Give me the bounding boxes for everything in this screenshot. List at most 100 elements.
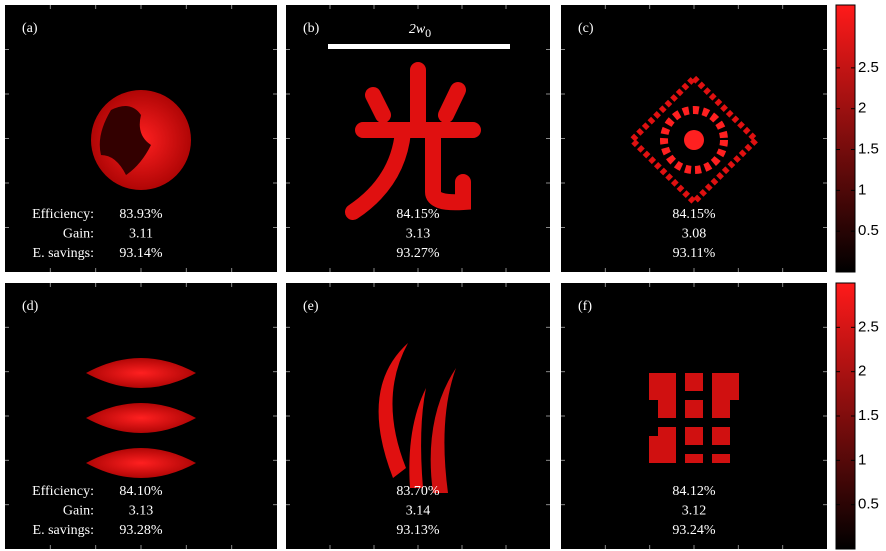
metric-value: 83.70% [396,484,440,499]
qr-cell [721,454,730,463]
qr-cell [658,436,667,445]
metric-value: 3.08 [682,227,707,242]
qr-cell [721,400,730,409]
panel-label: (a) [22,21,38,36]
qr-cell [667,454,676,463]
colorbar-tick-label: 1 [858,181,866,198]
metric-value: 93.28% [119,523,163,538]
qr-cell [721,373,730,382]
ornament-core [660,106,728,174]
metric-value: 93.13% [396,523,440,538]
continent [99,106,151,175]
qr-cell [712,382,721,391]
qr-cell [721,382,730,391]
lens [86,448,196,478]
qr-cell [649,391,658,400]
metric-value: 84.15% [672,207,716,222]
qr-cell [649,373,658,382]
lens [86,403,196,433]
metric-value: 3.13 [129,504,154,519]
panel-label: (d) [22,299,39,314]
qr-cell [649,436,658,445]
metric-value: 3.11 [129,227,153,242]
qr-cell [712,427,721,436]
scale-bar [328,44,510,49]
metric-label: Efficiency: [32,207,94,222]
panel: (a) 83.93% Efficiency: 3.11 Gain: 93.14% E. sa… [5,5,277,272]
colorbar-tick-label: 2 [858,100,866,117]
metric-value: 3.12 [682,504,707,519]
scale-bar-symbol: 2w [409,22,426,37]
metric-value: 93.27% [396,246,440,261]
qr-cell [694,382,703,391]
qr-cell [694,427,703,436]
qr-cell [667,373,676,382]
panel: (e) 83.70% 3.14 93.13% [286,283,550,549]
ornament-center [684,130,704,150]
colorbar-tick-label: 0.5 [858,222,879,239]
panel: (c) 84.15% 3.08 93.11% [561,5,827,272]
qr-cell [712,454,721,463]
qr-cell [694,436,703,445]
qr-cell [658,373,667,382]
metric-label: Gain: [63,227,94,242]
qr-cell [685,382,694,391]
qr-cell [721,391,730,400]
ornament [627,73,761,207]
metric-label: Gain: [63,504,94,519]
qr-cell [658,391,667,400]
qr-cell [658,400,667,409]
qr-cell [721,409,730,418]
qr-cell [730,382,739,391]
qr-cell [685,409,694,418]
qr-cell [649,382,658,391]
qr-cell [667,409,676,418]
metric-value: 84.12% [672,484,716,499]
qr-cell [694,454,703,463]
qr-cell [658,445,667,454]
colorbar-tick-label: 2.5 [858,318,879,335]
panel: (f) 84.12% 3.12 93.24% [561,283,827,549]
metric-value: 84.15% [396,207,440,222]
qr-cell [685,454,694,463]
qr-cell [649,445,658,454]
metric-label: Efficiency: [32,484,94,499]
arc-right [430,368,456,493]
colorbar-tick-label: 2.5 [858,59,879,76]
qr-cell [721,427,730,436]
qr-cell [712,409,721,418]
qr-cell [667,391,676,400]
qr-cell [685,436,694,445]
scale-bar-label: 2w0 [409,22,431,40]
glyph-shape [345,62,481,220]
qr-cell [658,454,667,463]
scale-bar-subscript: 0 [425,26,431,40]
panel-label: (f) [578,299,592,314]
qr-cell [730,391,739,400]
metric-value: 84.10% [119,484,163,499]
metric-value: 93.24% [672,523,716,538]
metric-value: 93.11% [673,246,716,261]
qr-cell [694,373,703,382]
qr-cell [712,436,721,445]
qr-cell [685,373,694,382]
metric-value: 83.93% [119,207,163,222]
metric-label: E. savings: [33,523,94,538]
panel: (b) 84.15% 3.13 93.27% [286,5,550,272]
qr-cell [658,409,667,418]
panel-label: (e) [303,299,319,314]
metric-value: 93.14% [119,246,163,261]
arc-mid [409,388,426,488]
colorbar-tick-label: 2 [858,363,866,380]
colorbar [835,4,856,273]
qr-cell [712,391,721,400]
metric-value: 3.14 [406,504,431,519]
panel-image [286,5,550,272]
qr-cell [694,400,703,409]
arc-left [378,343,408,478]
lens [86,358,196,388]
qr-cell [721,436,730,445]
colorbar-tick-label: 0.5 [858,496,879,513]
qr-cell [667,382,676,391]
